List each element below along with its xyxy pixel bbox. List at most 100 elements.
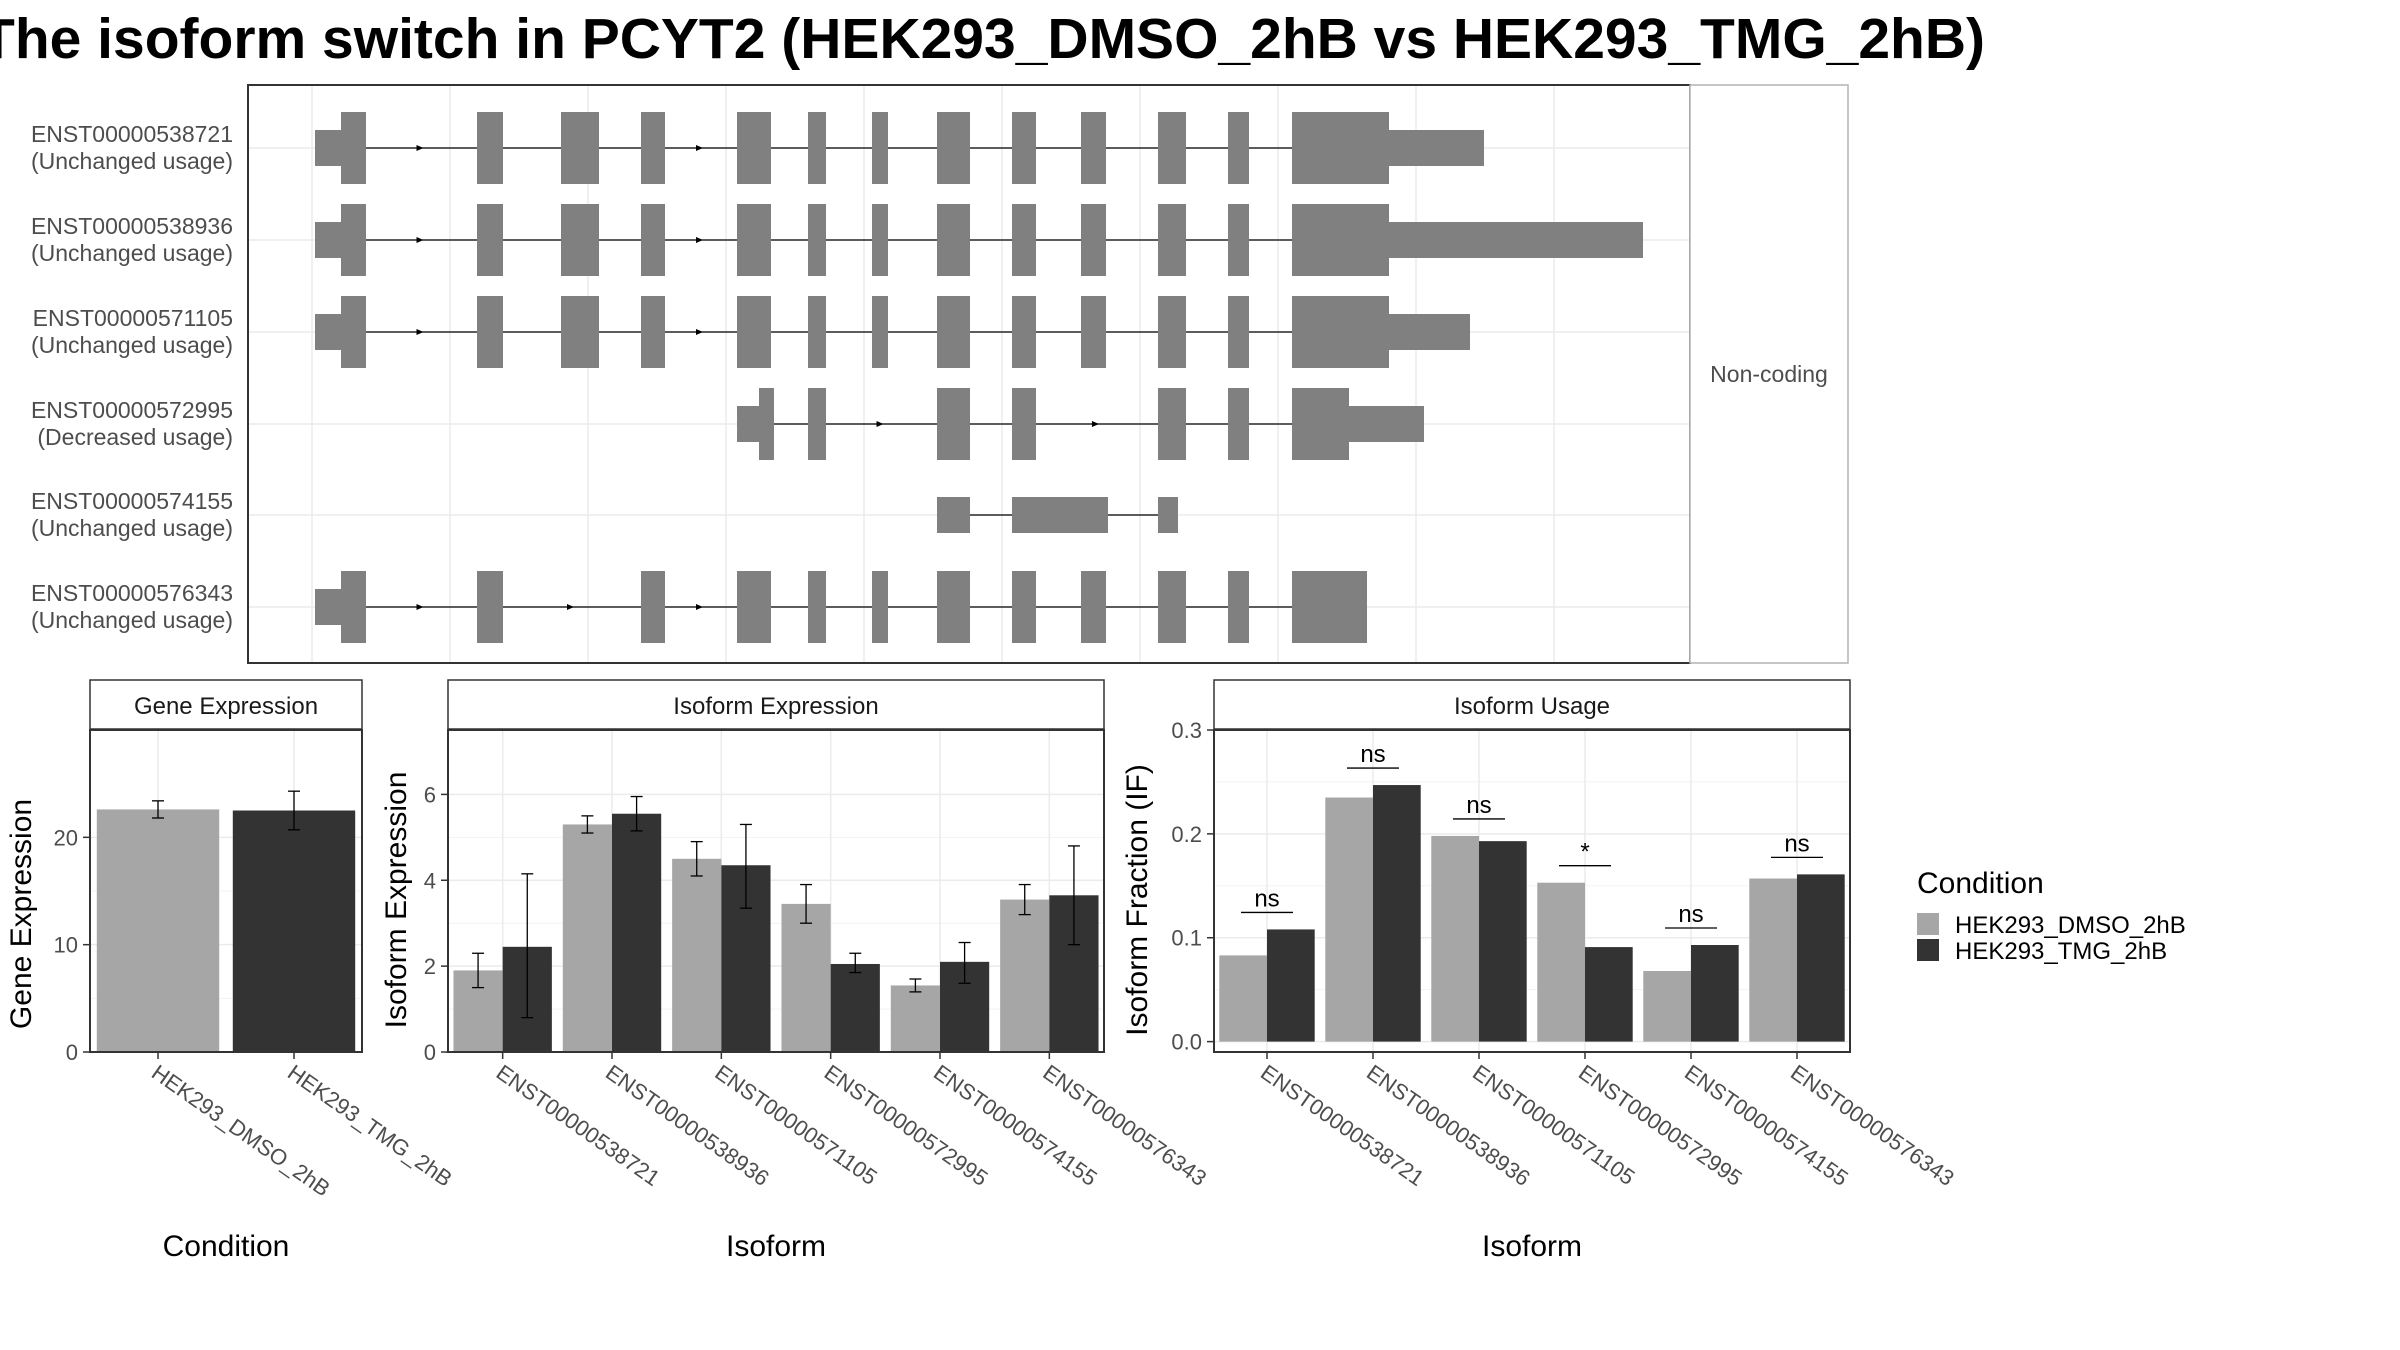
structure-strip-label: Non-coding [1710,361,1828,387]
utr-exon [1389,130,1484,166]
transcript-usage-label: (Decreased usage) [37,424,233,450]
legend-title: Condition [1917,867,2044,900]
exon [1349,571,1367,643]
y-tick-label: 0 [66,1040,78,1065]
bar-HEK293_TMG_2hB-HEK293_TMG_2hB [232,810,356,1052]
bar-ENST00000538936-HEK293_DMSO_2hB [1325,797,1373,1042]
exon [1228,571,1249,643]
exon [1012,296,1036,368]
exon [872,112,888,184]
y-tick-label: 0 [424,1040,436,1065]
exon [1292,388,1349,460]
transcript-structure-panel: ENST00000538721(Unchanged usage)ENST0000… [31,84,1849,664]
exon [1228,112,1249,184]
exon [808,112,826,184]
transcript-row [737,388,1424,460]
transcript-id-label: ENST00000572995 [31,397,233,423]
y-tick-label: 20 [54,825,78,850]
isoform-usage-xlabel: Isoform [1482,1230,1582,1263]
isoform-usage-plot: nsnsns*nsns0.00.10.20.3ENST00000538721EN… [1171,718,1958,1191]
transcript-usage-label: (Unchanged usage) [31,148,233,174]
significance-label: ns [1466,792,1491,819]
exon [937,571,970,643]
intron-arrow [1092,421,1099,427]
intron-arrow [567,604,574,610]
bar-ENST00000576343-HEK293_TMG_2hB [1797,874,1845,1042]
exon [341,204,366,276]
utr-exon [315,314,341,350]
exon [737,204,771,276]
plot-background [448,730,1104,1052]
exon [737,296,771,368]
exon [737,571,771,643]
intron-arrow [696,604,703,610]
gene-expression-strip [89,679,363,730]
legend-key-tmg [1917,939,1939,961]
y-tick-label: 6 [424,782,436,807]
exon [1081,204,1106,276]
bar-ENST00000538936-HEK293_TMG_2hB [612,813,662,1052]
exon [808,388,826,460]
figure-title: The isoform switch in PCYT2 (HEK293_DMSO… [0,7,1985,71]
y-tick-label: 4 [424,868,436,893]
exon [1292,571,1349,643]
legend-key-dmso [1917,913,1939,935]
significance-label: ns [1254,885,1279,912]
bar-ENST00000572995-HEK293_TMG_2hB [830,963,880,1052]
utr-exon [737,406,759,442]
exon [1081,571,1106,643]
intron-arrow [696,145,703,151]
bar-ENST00000572995-HEK293_TMG_2hB [1585,947,1633,1042]
isoform-usage-strip-title: Isoform Usage [1454,693,1610,720]
bar-ENST00000571105-HEK293_DMSO_2hB [672,858,722,1052]
bar-ENST00000572995-HEK293_DMSO_2hB [781,903,831,1052]
exon [1081,112,1106,184]
isoform-expression-xlabel: Isoform [726,1230,826,1263]
exon [759,388,774,460]
gene-expression-xlabel: Condition [163,1230,290,1263]
legend-label-tmg: HEK293_TMG_2hB [1955,938,2167,965]
bar-ENST00000571105-HEK293_DMSO_2hB [1431,835,1479,1042]
bar-ENST00000572995-HEK293_DMSO_2hB [1537,882,1585,1042]
structure-transcripts [315,112,1643,643]
exon [937,388,970,460]
exon [937,296,970,368]
plot-border [447,729,1105,1053]
intron-arrow [696,237,703,243]
transcript-usage-label: (Unchanged usage) [31,240,233,266]
utr-exon [1389,222,1643,258]
intron-arrow [416,237,424,243]
y-tick-label: 0.3 [1171,718,1202,743]
exon [1158,497,1178,533]
intron-arrow [696,329,703,335]
significance-label: ns [1784,830,1809,857]
bar-ENST00000574155-HEK293_TMG_2hB [1691,945,1739,1042]
isoform-usage-panel: Isoform Usage nsnsns*nsns0.00.10.20.3ENS… [1121,679,1959,1263]
transcript-usage-label: (Unchanged usage) [31,607,233,633]
exon [1292,204,1389,276]
transcript-id-label: ENST00000574155 [31,488,233,514]
exon [477,571,503,643]
y-tick-label: 10 [54,933,78,958]
transcript-usage-label: (Unchanged usage) [31,515,233,541]
exon [641,296,665,368]
exon [641,571,665,643]
bar-ENST00000538936-HEK293_TMG_2hB [1373,785,1421,1042]
transcript-id-label: ENST00000538936 [31,213,233,239]
isoform-expression-strip-title: Isoform Expression [673,693,878,720]
exon [561,112,599,184]
isoform-usage-ylabel: Isoform Fraction (IF) [1121,764,1154,1036]
exon [341,571,366,643]
exon [872,296,888,368]
exon [1228,388,1249,460]
exon [641,204,665,276]
exon [937,497,970,533]
exon [1012,571,1036,643]
exon [1081,296,1106,368]
legend: Condition HEK293_DMSO_2hB HEK293_TMG_2hB [1917,867,2186,965]
exon [737,112,771,184]
legend-label-dmso: HEK293_DMSO_2hB [1955,912,2186,939]
exon [1228,296,1249,368]
utr-exon [315,589,341,625]
